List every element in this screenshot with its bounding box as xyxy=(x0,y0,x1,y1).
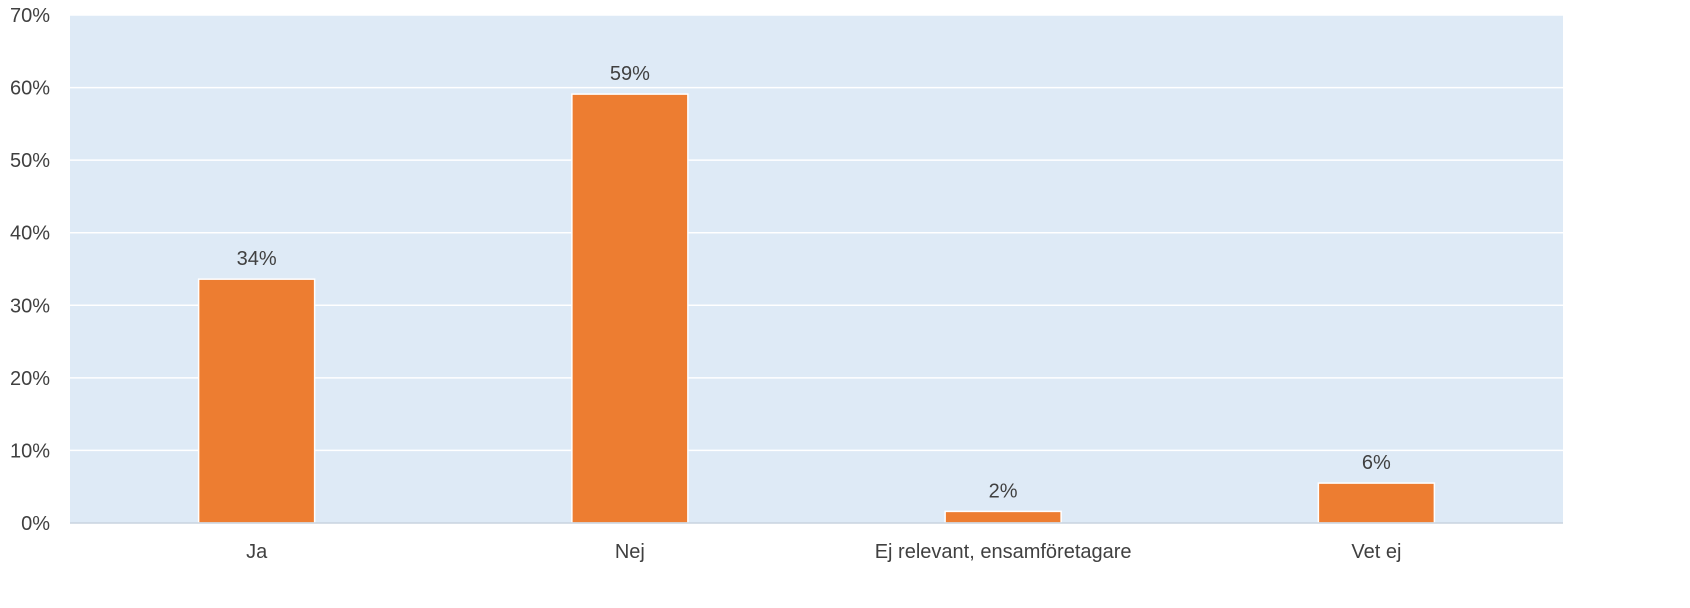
bar xyxy=(571,93,689,524)
y-tick-label: 60% xyxy=(10,78,50,100)
category-label: Ja xyxy=(246,541,268,563)
data-label: 6% xyxy=(1362,452,1391,474)
data-labels: 34% 59% 2% 6% xyxy=(237,63,1391,502)
y-tick-label: 50% xyxy=(10,150,50,172)
plot-area xyxy=(70,15,1563,523)
y-tick-label: 0% xyxy=(21,513,50,535)
x-axis-category-labels: Ja Nej Ej relevant, ensamföretagare Vet ej xyxy=(246,541,1401,563)
y-tick-label: 20% xyxy=(10,368,50,390)
category-label: Nej xyxy=(615,541,645,563)
bar xyxy=(944,510,1062,524)
category-label: Ej relevant, ensamföretagare xyxy=(875,541,1132,563)
y-tick-label: 70% xyxy=(10,5,50,27)
gridlines xyxy=(70,14,1563,452)
y-axis-tick-labels: 0% 10% 20% 30% 40% 50% 60% 70% xyxy=(10,5,50,535)
y-tick-label: 10% xyxy=(10,440,50,462)
data-label: 59% xyxy=(610,63,650,85)
data-label: 34% xyxy=(237,248,277,270)
y-tick-label: 40% xyxy=(10,223,50,245)
bars xyxy=(197,93,1436,524)
bar xyxy=(1317,482,1436,524)
y-tick-label: 30% xyxy=(10,295,50,317)
category-label: Vet ej xyxy=(1351,541,1401,563)
data-label: 2% xyxy=(989,480,1018,502)
bar xyxy=(197,278,316,524)
